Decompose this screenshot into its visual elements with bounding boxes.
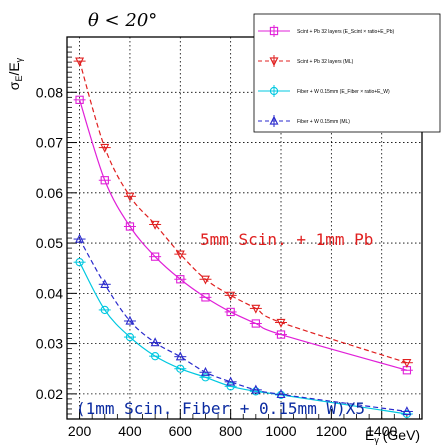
legend: Scint + Pb 32 layers (E_Scint × ratio+E_…	[253, 13, 441, 133]
data-point	[276, 389, 286, 399]
data-point	[251, 387, 260, 396]
x-tick-label: 1400	[366, 423, 397, 439]
x-axis-title: Eγ (GeV)	[365, 427, 420, 445]
legend-label: Scint + Pb 32 layers (ML)	[297, 59, 354, 65]
annotation-fiber-w: (1mm Scin. Fiber + 0.15mm W)X5	[76, 399, 365, 418]
data-point	[150, 220, 160, 230]
data-point	[226, 382, 235, 391]
legend-marker	[269, 115, 279, 125]
axis-ticks: 200 400 600 800 1000 1200 1400 0.02 0.03 0.04 0.05…	[36, 46, 420, 439]
data-point	[176, 364, 185, 373]
data-point	[251, 384, 261, 394]
data-point	[100, 305, 109, 315]
data-point	[276, 330, 286, 339]
legend-marker	[269, 86, 279, 96]
data-point	[100, 278, 110, 288]
data-point	[402, 406, 412, 416]
y-tick-label: 0.07	[36, 135, 63, 151]
data-point	[201, 373, 210, 382]
y-axis-title: σE/Eγ	[6, 57, 24, 90]
series-line-0	[79, 99, 408, 371]
data-point	[150, 252, 160, 261]
data-point	[75, 95, 84, 104]
series-line-3	[79, 238, 407, 413]
data-point	[251, 304, 261, 314]
data-point	[175, 250, 185, 260]
legend-items: Scint + Pb 32 layers (E_Scint × ratio+E_…	[258, 25, 394, 127]
legend-label: Scint + Pb 32 layers (E_Scint × ratio+E_…	[297, 29, 394, 35]
data-point	[176, 275, 185, 284]
y-tick-label: 0.08	[36, 84, 63, 100]
data-point	[200, 366, 210, 376]
y-tick-label: 0.04	[36, 285, 63, 301]
legend-marker	[269, 57, 279, 67]
annotation-scint-pb: 5mm Scin. + 1mm Pb	[200, 230, 373, 249]
data-point	[402, 359, 412, 369]
data-point	[175, 351, 185, 361]
data-point	[150, 337, 160, 347]
y-tick-label: 0.06	[36, 185, 63, 201]
data-point	[75, 57, 85, 67]
x-tick-label: 1000	[265, 423, 296, 439]
x-tick-label: 200	[68, 423, 92, 439]
data-point	[100, 143, 110, 153]
x-tick-label: 1200	[316, 423, 347, 439]
y-tick-label: 0.05	[36, 235, 63, 251]
data-point	[276, 318, 286, 328]
data-point	[251, 319, 260, 328]
data-point	[100, 176, 109, 185]
data-point	[125, 192, 135, 202]
data-point	[125, 315, 135, 325]
x-tick-label: 800	[219, 423, 243, 439]
series-line-1	[79, 60, 408, 364]
data-point	[226, 291, 236, 301]
data-point	[150, 352, 160, 361]
legend-marker	[269, 26, 279, 36]
y-tick-label: 0.02	[36, 386, 63, 402]
data-point	[200, 275, 210, 285]
legend-label: Fiber + W 0.15mm (E_Fiber × ratio+E_W)	[297, 89, 390, 95]
data-markers	[73, 57, 413, 419]
chart-title: θ < 20°	[88, 10, 157, 31]
data-point	[75, 258, 84, 267]
legend-label: Fiber + W 0.15mm (ML)	[297, 119, 350, 125]
data-point	[226, 376, 236, 386]
data-point	[125, 222, 135, 231]
data-point	[75, 233, 85, 243]
x-tick-label: 600	[169, 423, 193, 439]
data-point	[125, 332, 135, 342]
y-tick-label: 0.03	[36, 336, 63, 352]
x-tick-label: 400	[118, 423, 142, 439]
data-point	[201, 293, 210, 302]
data-point	[226, 307, 235, 317]
legend-box	[253, 13, 441, 133]
